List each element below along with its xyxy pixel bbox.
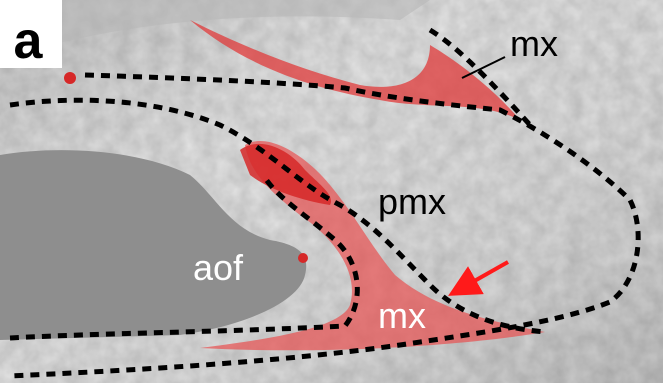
- label: mx: [378, 295, 426, 336]
- label: aof: [193, 247, 244, 288]
- label: mx: [510, 23, 558, 64]
- red-fragment: [64, 72, 76, 84]
- red-fragment: [298, 253, 308, 263]
- panel-label: a: [14, 12, 44, 70]
- label: pmx: [378, 181, 446, 222]
- figure-panel: a mx pmx aof mx: [0, 0, 663, 383]
